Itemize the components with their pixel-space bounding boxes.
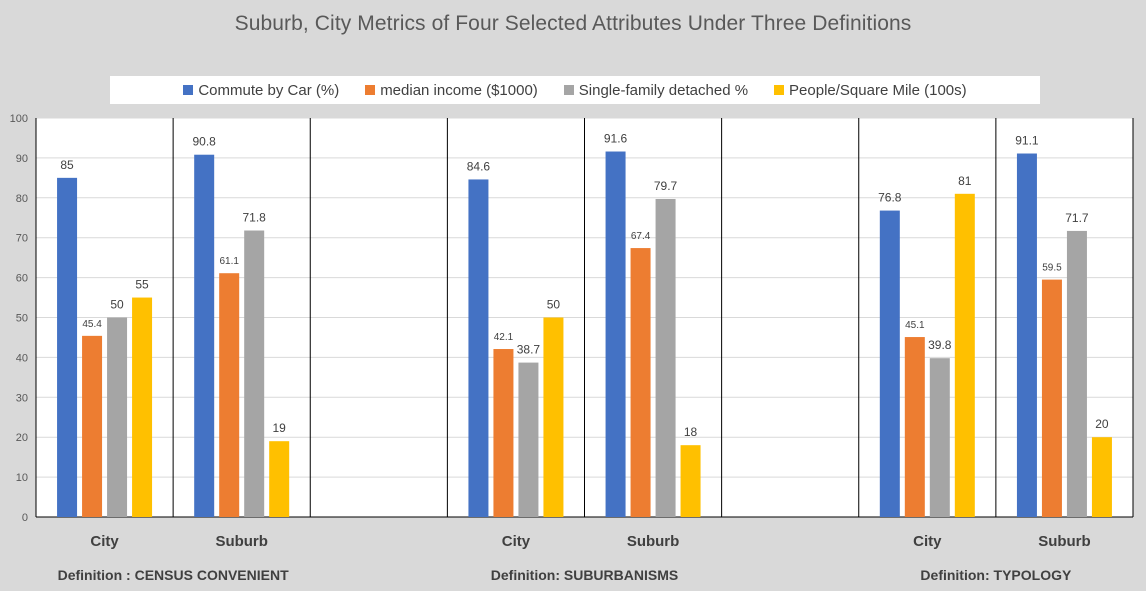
y-tick-label: 50: [16, 313, 28, 325]
data-label: 42.1: [494, 332, 514, 343]
x-tick-label: City: [90, 533, 119, 550]
data-label: 18: [684, 425, 698, 439]
bar: [1016, 153, 1037, 518]
group-label: Definition: TYPOLOGY: [920, 567, 1072, 583]
data-label: 55: [135, 278, 149, 292]
bar: [107, 317, 128, 517]
data-label: 79.7: [654, 179, 678, 193]
x-tick-label: Suburb: [627, 533, 680, 550]
legend-label: Commute by Car (%): [198, 81, 340, 99]
x-tick-label: City: [913, 533, 942, 550]
data-label: 76.8: [878, 191, 902, 205]
bar: [219, 273, 240, 517]
bar: [468, 179, 489, 518]
data-label: 91.6: [604, 132, 628, 146]
bar: [680, 445, 701, 517]
data-label: 90.8: [193, 135, 217, 149]
bar: [605, 151, 626, 518]
bar: [543, 317, 564, 517]
group-label: Definition : CENSUS CONVENIENT: [58, 567, 289, 583]
bar: [493, 349, 514, 517]
data-label: 81: [958, 174, 972, 188]
bar: [82, 335, 103, 517]
legend-swatch: [183, 85, 194, 95]
x-tick-label: City: [502, 533, 531, 550]
y-tick-label: 80: [16, 193, 28, 205]
bar: [1066, 230, 1087, 518]
legend: Commute by Car (%) median income ($1000) S…: [110, 76, 1040, 104]
bar: [954, 193, 975, 517]
bar: [1091, 437, 1112, 517]
data-label: 85: [60, 158, 74, 172]
bar: [1041, 279, 1062, 517]
data-label: 19: [273, 421, 287, 435]
y-tick-label: 40: [16, 352, 28, 364]
data-label: 50: [547, 298, 561, 312]
legend-label: median income ($1000): [380, 81, 538, 99]
group-label: Definition: SUBURBANISMS: [491, 567, 678, 583]
data-label: 45.1: [905, 320, 925, 331]
data-label: 39.8: [928, 338, 952, 352]
data-label: 59.5: [1042, 263, 1062, 274]
y-tick-label: 10: [16, 472, 28, 484]
data-label: 91.1: [1015, 134, 1039, 148]
data-label: 61.1: [219, 256, 239, 267]
y-tick-label: 100: [10, 113, 28, 125]
chart-title: Suburb, City Metrics of Four Selected At…: [234, 12, 912, 35]
y-tick-label: 30: [16, 392, 28, 404]
y-tick-label: 0: [22, 512, 28, 524]
bar: [929, 358, 950, 517]
bar: [655, 198, 676, 517]
data-label: 38.7: [517, 343, 541, 357]
data-label: 84.6: [467, 159, 491, 173]
bar: [518, 362, 539, 517]
legend-entry: People/Square Mile (100s): [774, 82, 967, 99]
legend-swatch: [563, 85, 574, 95]
y-tick-label: 60: [16, 273, 28, 285]
bar: [132, 297, 153, 517]
y-tick-label: 70: [16, 233, 28, 245]
legend-label: People/Square Mile (100s): [789, 81, 967, 99]
bar: [904, 337, 925, 517]
legend-entry: Commute by Car (%): [183, 82, 339, 99]
bar: [244, 230, 265, 517]
legend-label: Single-family detached %: [578, 81, 749, 99]
data-label: 71.7: [1065, 211, 1089, 225]
bar: [879, 210, 900, 517]
data-label: 71.8: [243, 211, 267, 225]
legend-swatch: [774, 85, 785, 95]
bar: [57, 177, 78, 517]
x-tick-label: Suburb: [1038, 533, 1091, 550]
bar: [269, 441, 290, 517]
y-tick-label: 20: [16, 432, 28, 444]
bar: [630, 248, 651, 517]
data-label: 50: [110, 298, 124, 312]
bar: [194, 154, 215, 517]
y-tick-label: 90: [16, 153, 28, 165]
legend-entry: median income ($1000): [365, 82, 538, 99]
legend-swatch: [365, 85, 376, 95]
legend-entry: Single-family detached %: [563, 81, 749, 99]
data-label: 45.4: [82, 319, 102, 330]
data-label: 20: [1095, 417, 1109, 431]
data-label: 67.4: [631, 231, 651, 242]
x-tick-label: Suburb: [215, 533, 268, 550]
